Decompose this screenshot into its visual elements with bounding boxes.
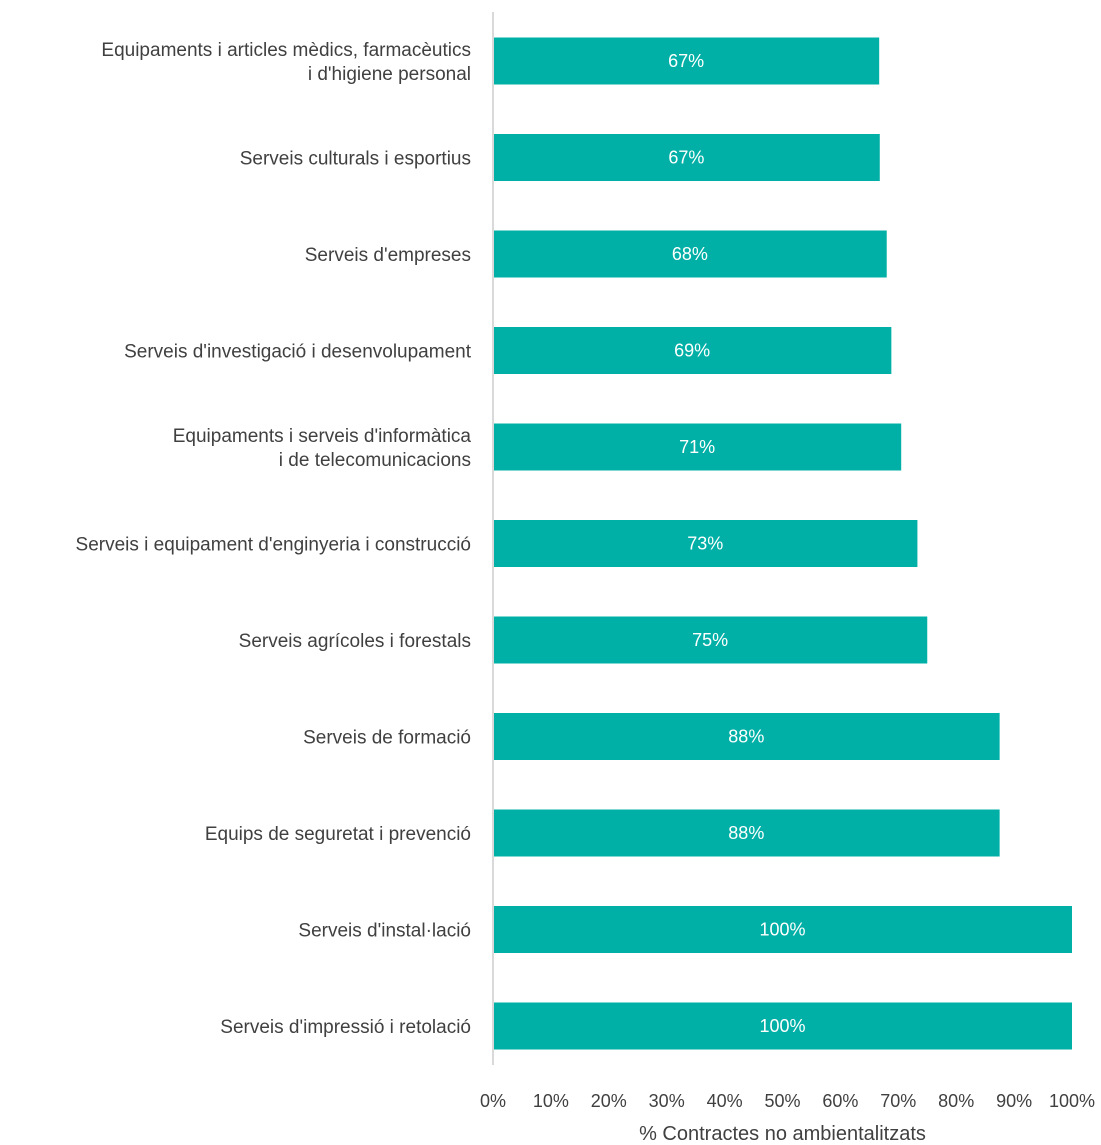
category-label-line: Serveis d'instal·lació [298, 921, 471, 942]
x-tick-label-3: 30% [649, 1091, 685, 1111]
x-tick-label-5: 50% [764, 1091, 800, 1111]
x-tick-label-1: 10% [533, 1091, 569, 1111]
data-label-0: 67% [668, 51, 704, 71]
category-label-line: Serveis d'impressió i retolació [220, 1017, 471, 1038]
x-ticks-layer: 0% 10% 20% 30% 40% 50% 60% 70% 80% 90% 100% [480, 1091, 1095, 1111]
x-tick-label-0: 0% [480, 1091, 506, 1111]
data-label-9: 100% [759, 920, 805, 940]
category-label-line: Serveis culturals i esportius [240, 149, 471, 170]
bar-2 [493, 230, 887, 278]
category-label-1: Serveis culturals i esportius [240, 149, 471, 170]
category-label-0: Equipaments i articles mèdics, farmacèut… [101, 40, 471, 85]
category-label-line: Serveis agrícoles i forestals [239, 631, 471, 652]
category-label-4: Equipaments i serveis d'informàtica i de … [173, 426, 472, 471]
x-axis-title: % Contractes no ambientalitzats [639, 1123, 926, 1145]
bars-layer: 67% 67% 68% 69% 71% 73% 75% 88% 88% 100% 100% [493, 37, 1072, 1050]
data-label-8: 88% [728, 823, 764, 843]
x-tick-label-2: 20% [591, 1091, 627, 1111]
category-label-8: Equips de seguretat i prevenció [205, 824, 471, 845]
bar-10 [493, 1002, 1072, 1050]
bar-0 [493, 37, 880, 85]
category-label-7: Serveis de formació [303, 728, 471, 749]
category-label-10: Serveis d'impressió i retolació [220, 1017, 471, 1038]
bar-3 [493, 327, 892, 374]
category-label-line: Equipaments i serveis d'informàtica [173, 426, 472, 447]
category-label-9: Serveis d'instal·lació [298, 921, 471, 942]
category-label-line: Serveis de formació [303, 728, 471, 749]
bar-7 [493, 713, 1000, 760]
category-label-line: Serveis d'investigació i desenvolupament [124, 342, 472, 363]
category-label-line: Equips de seguretat i prevenció [205, 824, 471, 845]
x-tick-label-7: 70% [880, 1091, 916, 1111]
data-label-10: 100% [759, 1016, 805, 1036]
data-label-5: 73% [687, 534, 723, 554]
bar-1 [493, 134, 880, 181]
bar-9 [493, 906, 1072, 953]
x-tick-label-10: 100% [1049, 1091, 1095, 1111]
category-label-line: i d'higiene personal [308, 64, 471, 85]
bar-6 [493, 616, 928, 664]
data-label-3: 69% [674, 341, 710, 361]
x-tick-label-8: 80% [938, 1091, 974, 1111]
data-label-2: 68% [672, 244, 708, 264]
category-label-line: Equipaments i articles mèdics, farmacèut… [101, 40, 471, 61]
data-label-6: 75% [692, 630, 728, 650]
category-labels-layer: Equipaments i articles mèdics, farmacèut… [76, 40, 472, 1038]
category-label-5: Serveis i equipament d'enginyeria i cons… [76, 535, 471, 556]
data-label-4: 71% [679, 437, 715, 457]
data-label-7: 88% [728, 727, 764, 747]
bar-8 [493, 809, 1000, 857]
data-label-1: 67% [668, 148, 704, 168]
category-label-line: Serveis i equipament d'enginyeria i cons… [76, 535, 471, 556]
category-label-line: Serveis d'empreses [305, 245, 471, 266]
x-tick-label-6: 60% [822, 1091, 858, 1111]
bar-4 [493, 423, 902, 471]
category-label-6: Serveis agrícoles i forestals [239, 631, 471, 652]
x-tick-label-9: 90% [996, 1091, 1032, 1111]
bar-5 [493, 520, 918, 567]
category-label-2: Serveis d'empreses [305, 245, 471, 266]
category-label-line: i de telecomunicacions [279, 450, 471, 471]
x-tick-label-4: 40% [707, 1091, 743, 1111]
category-label-3: Serveis d'investigació i desenvolupament [124, 342, 472, 363]
